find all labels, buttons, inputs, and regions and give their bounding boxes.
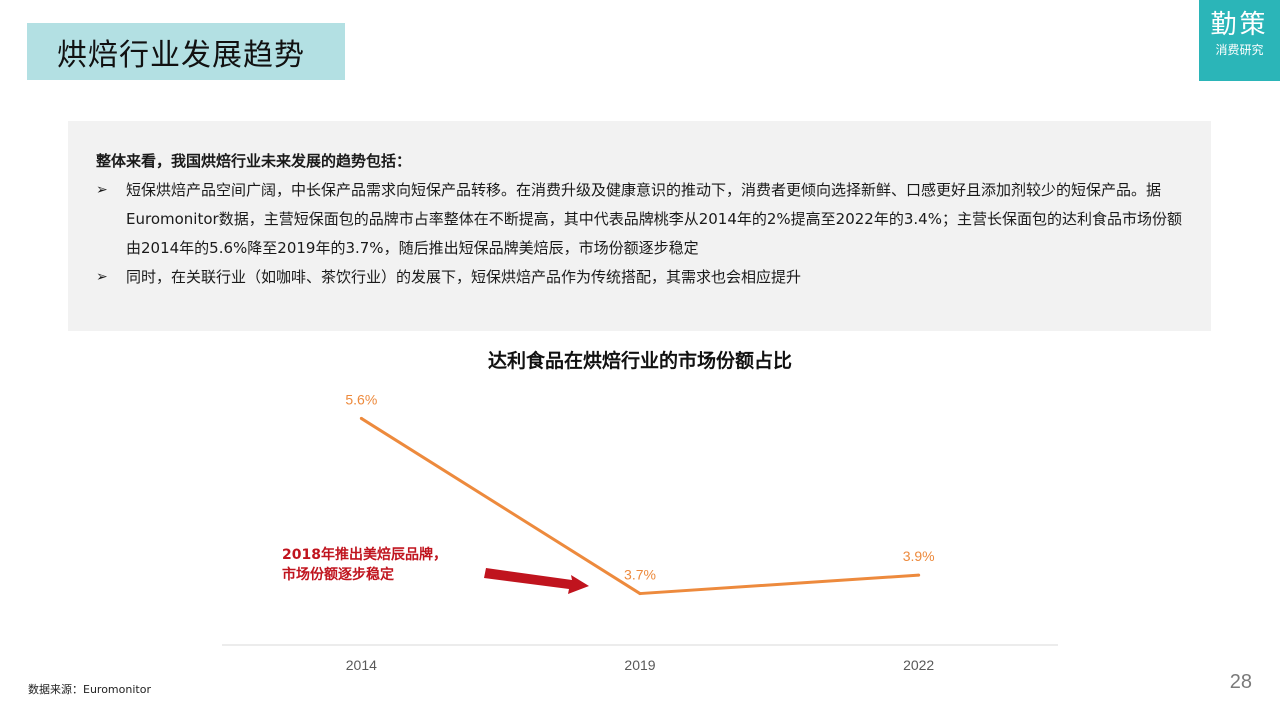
data-source: 数据来源：Euromonitor	[28, 683, 151, 696]
annotation-text: 市场份额逐步稳定	[282, 566, 394, 583]
data-point	[917, 573, 921, 577]
data-label: 5.6%	[345, 391, 377, 407]
brand-logo: 勤策 消费研究	[1199, 0, 1280, 81]
summary-lead: 整体来看，我国烘焙行业未来发展的趋势包括：	[96, 152, 412, 170]
data-label: 3.7%	[624, 567, 656, 583]
data-label: 3.9%	[903, 548, 935, 564]
summary-bullet-text: 同时，在关联行业（如咖啡、茶饮行业）的发展下，短保烘焙产品作为传统搭配，其需求也…	[126, 268, 802, 286]
data-point	[638, 592, 642, 596]
page-title-box: 烘焙行业发展趋势	[27, 23, 345, 80]
x-tick-label: 2014	[346, 657, 377, 673]
data-point	[359, 416, 363, 420]
summary-box: 整体来看，我国烘焙行业未来发展的趋势包括： ➢ 短保烘焙产品空间广阔，中长保产品…	[68, 121, 1211, 331]
summary-bullet: ➢ 同时，在关联行业（如咖啡、茶饮行业）的发展下，短保烘焙产品作为传统搭配，其需…	[96, 263, 1183, 292]
summary-bullet: ➢ 短保烘焙产品空间广阔，中长保产品需求向短保产品转移。在消费升级及健康意识的推…	[96, 176, 1183, 263]
page-number: 28	[1229, 671, 1252, 693]
x-tick-label: 2019	[624, 657, 655, 673]
arrow-right-icon	[484, 568, 589, 594]
arrow-bullet-icon: ➢	[96, 182, 108, 198]
x-tick-label: 2022	[903, 657, 934, 673]
page-title: 烘焙行业发展趋势	[57, 37, 305, 73]
logo-sub-text: 消费研究	[1215, 43, 1264, 57]
annotation-text: 2018年推出美焙辰品牌，	[282, 546, 447, 563]
arrow-bullet-icon: ➢	[96, 269, 108, 285]
logo-main-text: 勤策	[1210, 10, 1269, 40]
chart-title: 达利食品在烘焙行业的市场份额占比	[487, 350, 792, 372]
summary-bullet-text: 短保烘焙产品空间广阔，中长保产品需求向短保产品转移。在消费升级及健康意识的推动下…	[126, 181, 1182, 257]
